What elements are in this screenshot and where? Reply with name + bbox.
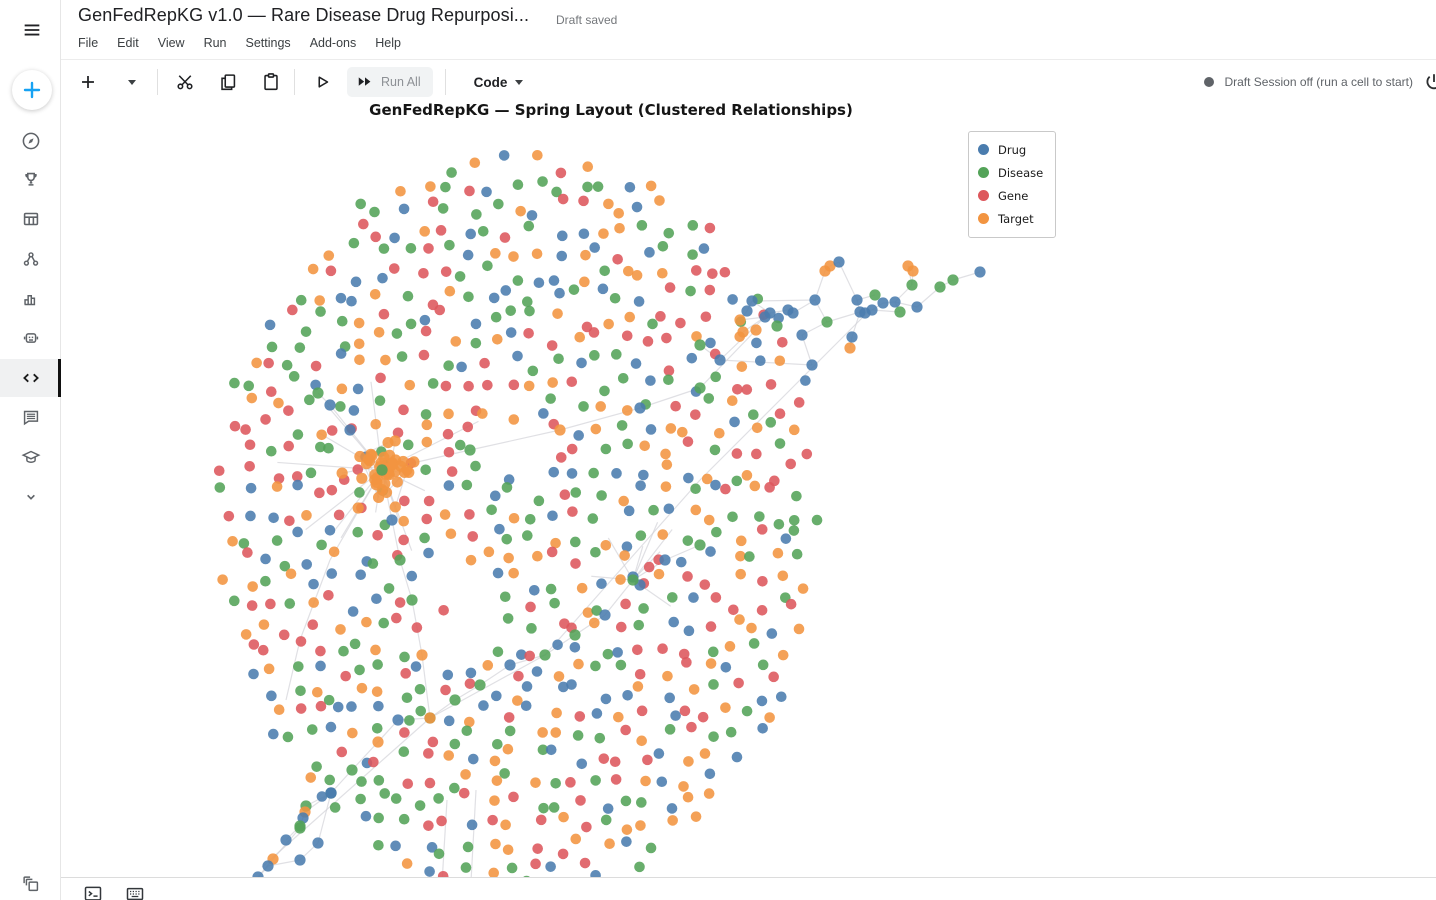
stacked-windows-button[interactable] (0, 868, 61, 900)
trophy-icon (20, 169, 42, 191)
cell-type-select[interactable]: Code (474, 75, 524, 90)
chart-legend[interactable]: Drug Disease Gene Target (968, 131, 1056, 238)
chevron-down-icon (128, 79, 136, 85)
menu-settings[interactable]: Settings (245, 36, 291, 50)
sidebar-item-more[interactable] (0, 478, 61, 516)
play-icon (311, 71, 333, 93)
sidebar-item-assistant[interactable] (0, 319, 61, 357)
cell-type-label: Code (473, 74, 508, 90)
discussions-icon (20, 406, 42, 428)
sidebar-item-models[interactable] (0, 240, 61, 278)
sidebar-item-learn[interactable] (0, 438, 61, 476)
sidebar-item-datasets[interactable] (0, 200, 61, 238)
toolbar-divider (444, 69, 446, 95)
run-cell-button[interactable] (305, 65, 339, 99)
datasets-table-icon (20, 208, 42, 230)
sidebar-item-competitions[interactable] (0, 161, 61, 199)
code-icon (20, 367, 42, 389)
draft-saved-status: Draft saved (556, 13, 618, 27)
compass-icon (20, 130, 42, 152)
sidebar-item-leaderboard[interactable] (0, 280, 61, 318)
left-sidebar (0, 0, 61, 900)
power-icon[interactable] (1423, 71, 1436, 93)
plus-icon (77, 71, 99, 93)
disease-marker-icon (978, 167, 989, 178)
copy-button[interactable] (211, 65, 245, 99)
scissors-icon (174, 71, 196, 93)
drug-marker-icon (978, 144, 989, 155)
menu-help[interactable]: Help (375, 36, 401, 50)
session-status-text: Draft Session off (run a cell to start) (1224, 75, 1413, 89)
session-status-dot-icon (1204, 77, 1215, 87)
stacked-squares-icon (20, 873, 42, 895)
clipboard-icon (260, 71, 282, 93)
learn-graduation-icon (20, 446, 42, 468)
add-cell-button[interactable] (71, 65, 105, 99)
terminal-icon[interactable] (83, 884, 103, 900)
legend-item-target: Target (978, 207, 1046, 230)
menu-bar: File Edit View Run Settings Add-ons Help (78, 36, 401, 50)
header: GenFedRepKG v1.0 — Rare Disease Drug Rep… (61, 0, 1436, 60)
menu-run[interactable]: Run (203, 36, 227, 50)
fast-forward-icon (355, 72, 375, 92)
robot-icon (20, 327, 42, 349)
cut-button[interactable] (168, 65, 202, 99)
chart-title: GenFedRepKG — Spring Layout (Clustered R… (369, 101, 853, 119)
chevron-down-icon (21, 487, 41, 507)
toolbar-divider (294, 69, 295, 95)
network-graph-plot[interactable] (61, 122, 1436, 877)
toolbar-divider (157, 69, 158, 95)
target-marker-icon (978, 213, 989, 224)
notebook-title[interactable]: GenFedRepKG v1.0 — Rare Disease Drug Rep… (78, 5, 530, 25)
run-all-button[interactable]: Run All (347, 67, 433, 97)
add-cell-type-dropdown[interactable] (115, 65, 149, 99)
plus-icon (20, 78, 44, 102)
gene-marker-icon (978, 190, 989, 201)
sidebar-item-code[interactable] (0, 359, 61, 397)
sidebar-item-discussions[interactable] (0, 398, 61, 436)
menu-file[interactable]: File (78, 36, 99, 50)
legend-item-drug: Drug (978, 138, 1046, 161)
sidebar-item-explore[interactable] (0, 122, 61, 160)
create-button[interactable] (12, 70, 52, 110)
session-status: Draft Session off (run a cell to start) (1204, 60, 1436, 104)
hamburger-menu-icon[interactable] (18, 16, 46, 44)
menu-addons[interactable]: Add-ons (309, 36, 357, 50)
paste-button[interactable] (254, 65, 288, 99)
console-bar (61, 877, 1436, 900)
run-all-label: Run All (381, 75, 421, 89)
keyboard-icon[interactable] (125, 884, 145, 900)
chevron-down-icon (515, 79, 524, 85)
menu-edit[interactable]: Edit (117, 36, 139, 50)
active-item-indicator (58, 359, 61, 397)
menu-view[interactable]: View (157, 36, 185, 50)
legend-item-gene: Gene (978, 184, 1046, 207)
legend-item-disease: Disease (978, 161, 1046, 184)
models-network-icon (20, 248, 42, 270)
bar-chart-icon (20, 288, 42, 310)
copy-icon (217, 71, 239, 93)
